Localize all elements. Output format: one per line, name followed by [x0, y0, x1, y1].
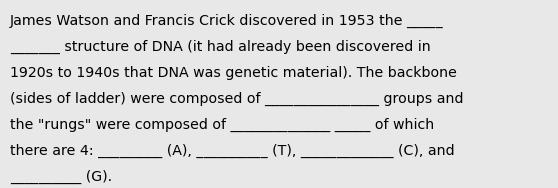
- Text: 1920s to 1940s that DNA was genetic material). The backbone: 1920s to 1940s that DNA was genetic mate…: [10, 66, 457, 80]
- Text: the "rungs" were composed of ______________ _____ of which: the "rungs" were composed of ___________…: [10, 118, 434, 132]
- Text: there are 4: _________ (A), __________ (T), _____________ (C), and: there are 4: _________ (A), __________ (…: [10, 144, 455, 158]
- Text: (sides of ladder) were composed of ________________ groups and: (sides of ladder) were composed of _____…: [10, 92, 464, 106]
- Text: James Watson and Francis Crick discovered in 1953 the _____: James Watson and Francis Crick discovere…: [10, 14, 444, 28]
- Text: __________ (G).: __________ (G).: [10, 170, 112, 184]
- Text: _______ structure of DNA (it had already been discovered in: _______ structure of DNA (it had already…: [10, 40, 431, 54]
